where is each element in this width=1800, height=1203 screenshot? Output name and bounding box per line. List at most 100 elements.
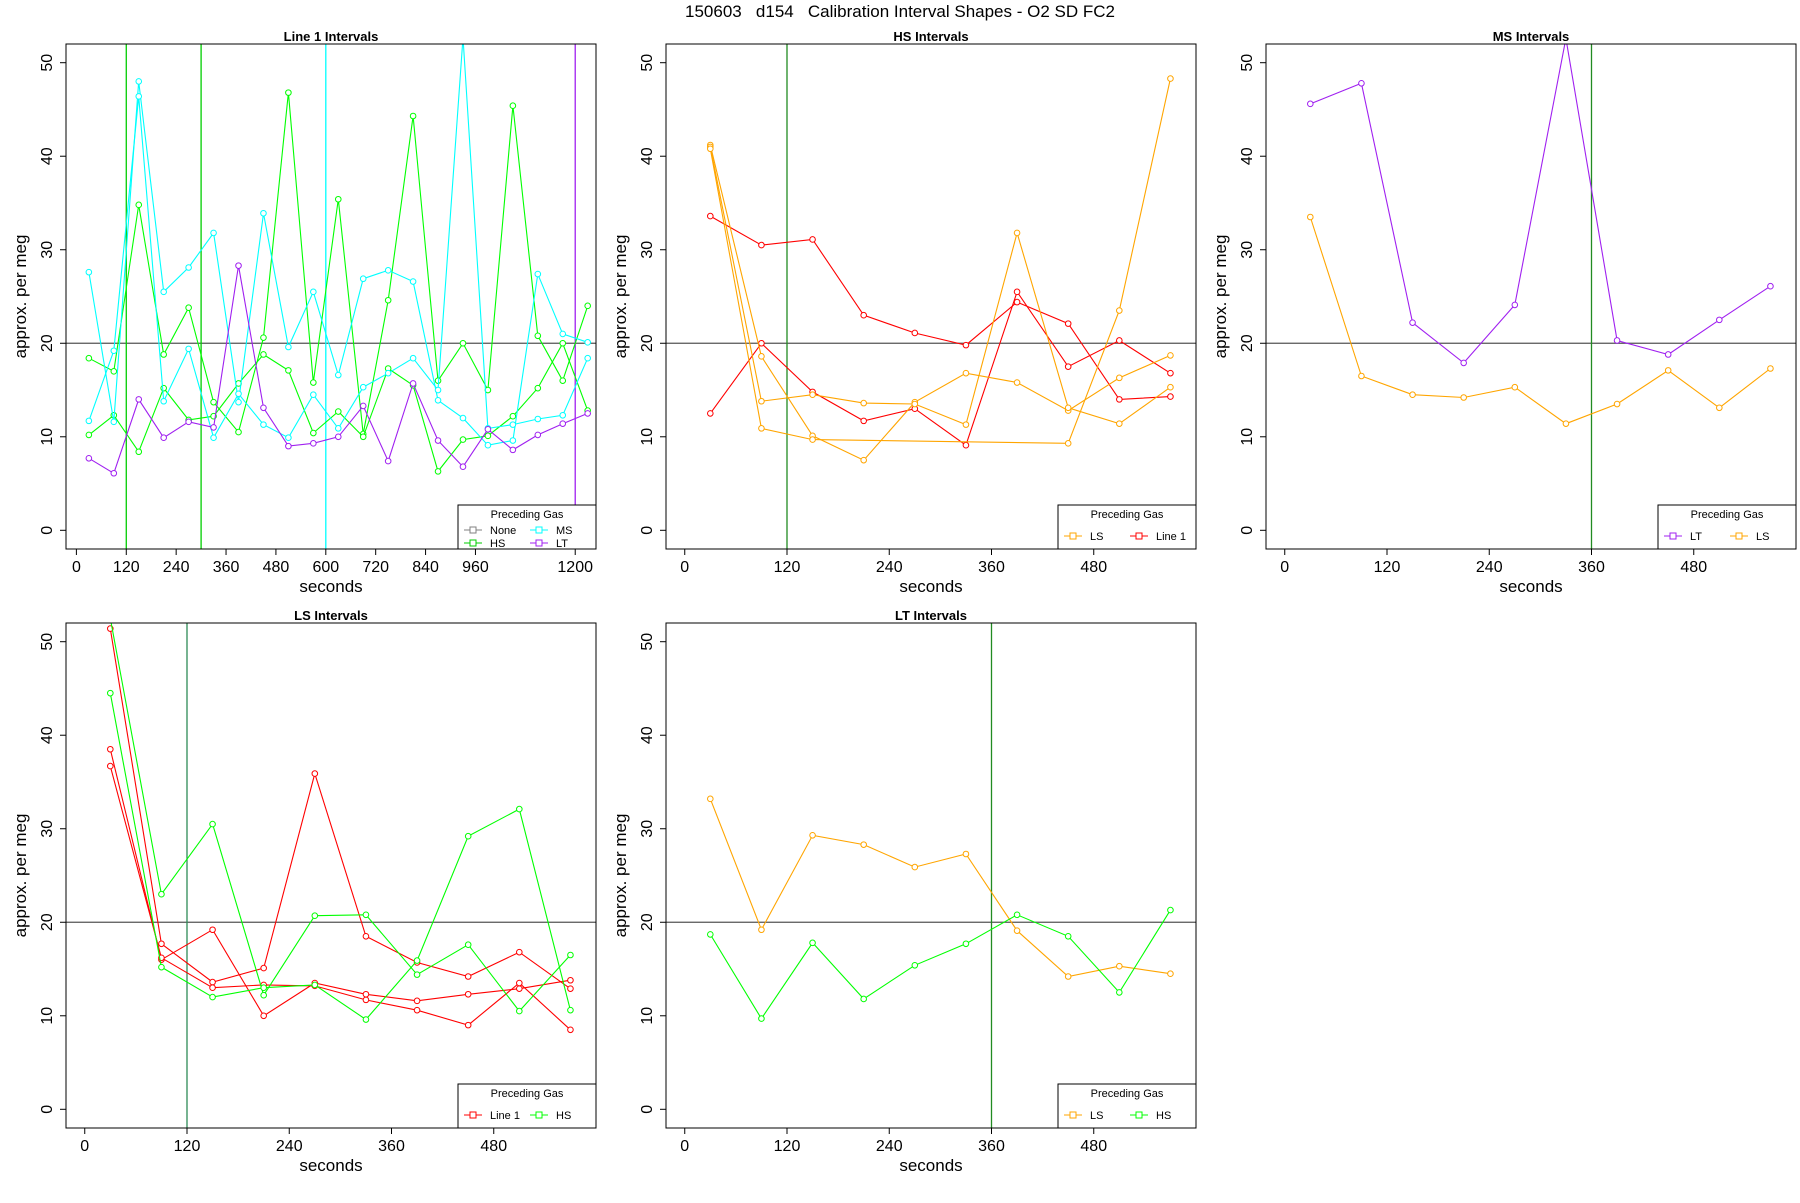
legend-swatch-mark — [1669, 532, 1677, 540]
legend-label: LS — [1756, 531, 1769, 543]
series-line — [1310, 44, 1771, 364]
data-point — [516, 948, 523, 956]
plot-frame — [1265, 43, 1797, 550]
chart-svg: LS Intervals 0 120 240 360 480 0 10 20 30 40 50 seco… — [11, 608, 597, 1175]
data-point — [860, 995, 867, 1003]
series-hs — [707, 906, 1174, 1022]
data-point — [135, 396, 143, 403]
plot-area — [1266, 44, 1796, 549]
data-point — [860, 841, 867, 848]
data-point — [1116, 396, 1123, 403]
data-point — [464, 941, 472, 949]
data-point — [185, 304, 192, 312]
page-title: 150603 d154 Calibration Interval Shapes … — [685, 2, 1115, 21]
y-axis-label: approx. per meg — [11, 235, 30, 359]
data-point — [509, 421, 517, 428]
series-line — [109, 628, 571, 990]
legend-swatch-mark — [469, 526, 477, 534]
data-point — [107, 689, 114, 697]
data-point — [809, 236, 816, 243]
legend-entry: MS — [530, 525, 573, 537]
data-point — [1767, 282, 1774, 290]
data-point — [584, 302, 591, 310]
data-point — [434, 468, 442, 475]
data-point — [1767, 365, 1774, 372]
legend-swatch-mark — [469, 539, 477, 547]
data-point — [860, 456, 867, 464]
data-point — [334, 195, 342, 203]
legend: Preceding Gas LS HS — [1057, 1083, 1197, 1129]
data-point — [534, 384, 542, 392]
legend: Preceding Gas LS Line 1 — [1057, 504, 1197, 550]
data-point — [758, 353, 765, 360]
data-point — [707, 212, 714, 220]
data-point — [1064, 932, 1072, 940]
series-line-1 — [107, 745, 574, 1020]
data-point — [1116, 989, 1123, 996]
data-point — [160, 434, 167, 442]
legend-entry: HS — [464, 538, 505, 550]
data-point — [334, 433, 342, 441]
y-tick-label: 30 — [39, 241, 56, 259]
data-point — [110, 368, 118, 375]
legend: Preceding Gas None MS HS LT — [457, 504, 597, 550]
data-point — [260, 984, 267, 992]
data-point — [359, 402, 367, 410]
data-point — [707, 931, 714, 938]
data-point — [1460, 359, 1467, 367]
data-point — [409, 380, 417, 387]
data-point — [1358, 79, 1365, 87]
x-tick-label: 0 — [72, 559, 81, 576]
x-tick-label: 240 — [276, 1138, 303, 1155]
data-point — [911, 863, 919, 871]
data-point — [409, 354, 417, 362]
x-tick-label: 120 — [774, 1138, 801, 1155]
data-point — [209, 978, 216, 986]
data-point — [85, 454, 93, 462]
y-tick-label: 50 — [639, 633, 656, 651]
legend-entry: LS — [1064, 1110, 1103, 1122]
y-axis-label: approx. per meg — [11, 814, 30, 938]
x-axis-label: seconds — [299, 1156, 362, 1175]
plot-area — [666, 44, 1196, 549]
x-tick-label: 240 — [1476, 559, 1503, 576]
x-tick-label: 360 — [978, 1138, 1005, 1155]
x-tick-label: 1200 — [557, 559, 593, 576]
series-line — [109, 692, 571, 1021]
y-axis-label: approx. per meg — [611, 814, 630, 938]
data-point — [1013, 911, 1021, 919]
data-point — [911, 400, 919, 408]
y-tick-label: 50 — [639, 54, 656, 72]
data-point — [135, 448, 143, 456]
series-line — [109, 749, 571, 1017]
data-point — [210, 424, 217, 431]
data-point — [1116, 374, 1123, 382]
data-point — [1167, 383, 1174, 391]
data-point — [567, 1026, 574, 1034]
data-point — [1167, 906, 1174, 914]
legend-entry: LS — [1064, 531, 1103, 543]
data-point — [1064, 440, 1072, 447]
data-point — [1409, 319, 1416, 326]
legend-box — [457, 504, 597, 550]
data-point — [158, 963, 165, 971]
legend-entry: HS — [1130, 1110, 1171, 1122]
data-point — [85, 354, 93, 362]
data-point — [310, 288, 317, 296]
series-line — [709, 290, 1171, 447]
data-point — [1307, 100, 1314, 108]
data-point — [460, 35, 466, 41]
data-point — [285, 367, 292, 374]
data-point — [158, 940, 165, 948]
chart-svg: HS Intervals 0 120 240 360 480 0 10 20 30 40 50 seco… — [611, 29, 1197, 596]
x-axis-label: seconds — [899, 1156, 962, 1175]
chart-title: MS Intervals — [1493, 29, 1570, 44]
data-point — [310, 440, 317, 447]
data-point — [559, 339, 567, 347]
data-point — [135, 201, 143, 209]
data-point — [359, 433, 367, 441]
y-tick-label: 10 — [1239, 428, 1256, 446]
data-point — [1116, 307, 1123, 314]
legend-box — [1057, 504, 1197, 550]
x-axis-label: seconds — [299, 577, 362, 596]
